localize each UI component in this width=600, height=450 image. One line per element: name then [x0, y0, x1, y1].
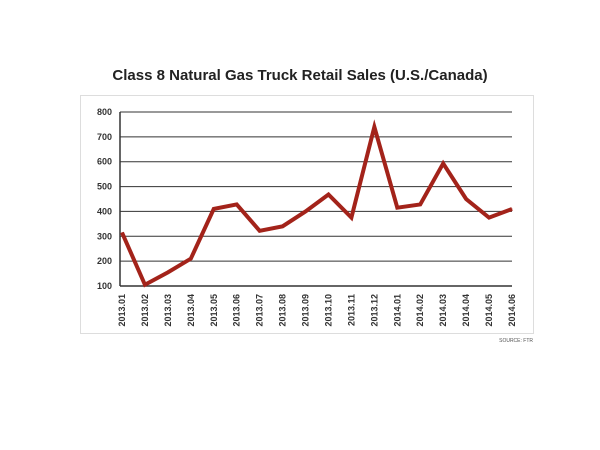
x-tick-label: 2014.02 [415, 294, 425, 327]
x-tick-label: 2013.11 [346, 294, 356, 326]
x-tick-label: 2013.08 [278, 294, 288, 327]
x-tick-label: 2013.03 [163, 294, 173, 327]
data-point [511, 208, 513, 210]
x-tick-label: 2014.06 [507, 294, 517, 327]
data-point [419, 203, 421, 205]
chart-title: Class 8 Natural Gas Truck Retail Sales (… [112, 67, 487, 84]
data-point [305, 210, 307, 212]
x-tick-label: 2013.07 [255, 294, 265, 327]
data-point [167, 271, 169, 273]
source-note: SOURCE: FTR [499, 338, 533, 344]
y-tick-label: 800 [97, 107, 112, 117]
y-tick-label: 400 [97, 206, 112, 216]
x-tick-label: 2013.10 [323, 294, 333, 327]
x-tick-label: 2013.02 [140, 294, 150, 327]
y-tick-label: 700 [97, 132, 112, 142]
x-tick-label: 2014.01 [392, 294, 402, 327]
series-line [120, 119, 513, 288]
data-point [465, 198, 467, 200]
data-point [327, 194, 329, 196]
data-point [282, 225, 284, 227]
y-tick-label: 200 [97, 256, 112, 266]
x-tick-label: 2013.05 [209, 294, 219, 327]
data-point [236, 203, 238, 205]
data-point [121, 232, 123, 234]
data-point [259, 230, 261, 232]
x-tick-label: 2013.12 [369, 294, 379, 327]
data-point [373, 126, 375, 128]
y-tick-label: 600 [97, 157, 112, 167]
data-point [350, 217, 352, 219]
data-point [488, 217, 490, 219]
data-point [190, 258, 192, 260]
x-tick-label: 2013.06 [232, 294, 242, 327]
x-tick-label: 2014.03 [438, 294, 448, 327]
data-point [442, 162, 444, 164]
chart-frame [80, 95, 534, 334]
data-point [144, 284, 146, 286]
x-tick-label: 2014.05 [484, 294, 494, 327]
data-point [396, 207, 398, 209]
y-tick-label: 100 [97, 281, 112, 291]
data-point [213, 208, 215, 210]
y-tick-label: 300 [97, 231, 112, 241]
x-tick-label: 2014.04 [461, 294, 471, 327]
x-tick-label: 2013.01 [117, 294, 127, 327]
x-tick-label: 2013.09 [301, 294, 311, 327]
x-tick-label: 2013.04 [186, 294, 196, 327]
y-tick-label: 500 [97, 182, 112, 192]
